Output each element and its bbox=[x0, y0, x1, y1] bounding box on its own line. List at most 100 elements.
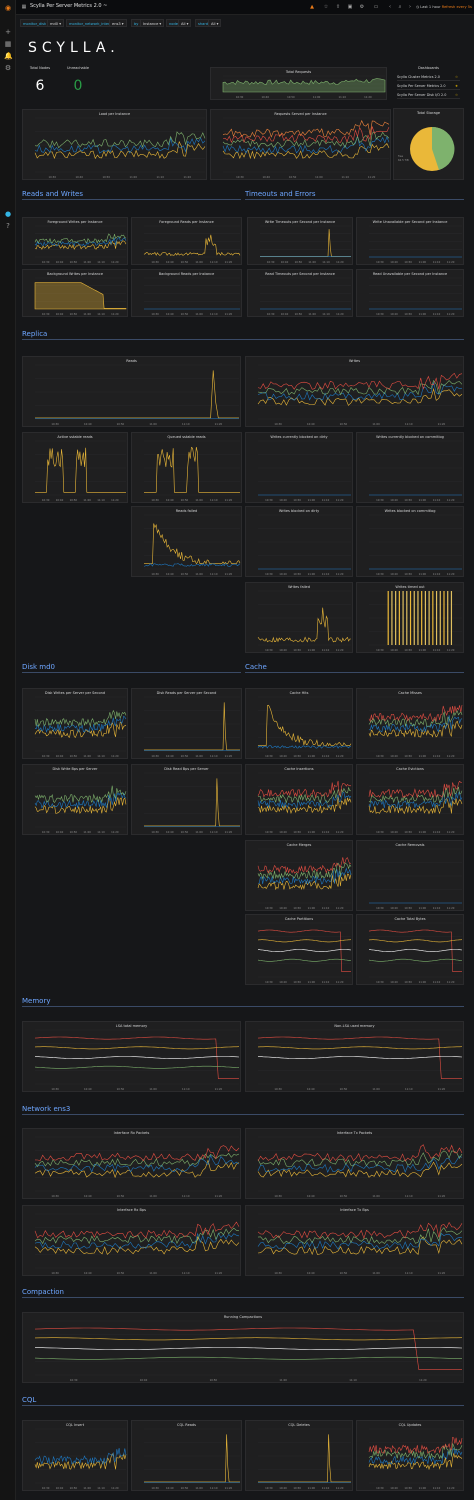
var-select-shard[interactable]: All ▾ bbox=[208, 19, 222, 27]
panel-cache-evictions[interactable]: Cache Evictions 10:30 10:40 10:50 11:00 11:10… bbox=[356, 764, 464, 835]
panel-title[interactable]: Write Timeouts per Second per Instance bbox=[264, 220, 336, 224]
panel-cache-total-bytes[interactable]: Cache Total Bytes 10:30 10:40 10:50 11:00 11:… bbox=[356, 914, 464, 985]
panel-reads-failed[interactable]: Reads failed 10:30 10:40 10:50 11:00 11:10 11:… bbox=[131, 506, 242, 577]
section-replica[interactable]: Replica bbox=[22, 330, 464, 340]
panel-title[interactable]: Active sstable reads bbox=[57, 435, 93, 439]
panel-tx-packets[interactable]: Interface Tx Packets 10:30 10:40 10:50 11:00… bbox=[245, 1128, 464, 1199]
section-timeouts[interactable]: Timeouts and Errors bbox=[245, 190, 464, 200]
panel-cache-merges[interactable]: Cache Merges 10:30 10:40 10:50 11:00 11:10 11:… bbox=[245, 840, 353, 911]
zoom-forward-icon[interactable]: › bbox=[409, 4, 411, 10]
panel-writes-blocked-on-commitlog[interactable]: Writes blocked on commitlog 10:30 10:40 10:… bbox=[356, 506, 464, 577]
panel-title[interactable]: Foreground Writes per Instance bbox=[47, 220, 103, 224]
panel-title[interactable]: Reads bbox=[126, 359, 137, 363]
panel-reads[interactable]: Reads 10:30 10:40 10:50 11:00 11:10 11:20 bbox=[22, 356, 241, 427]
var-select-monitor-network[interactable]: ens3 ▾ bbox=[109, 19, 127, 27]
panel-requests-served[interactable]: Requests Served per Instance 10:30 10:40 10… bbox=[210, 109, 391, 180]
share-icon[interactable]: ⇪ bbox=[335, 4, 341, 10]
panel-load[interactable]: Load per Instance 10:30 10:40 10:50 11:00 11:… bbox=[22, 109, 207, 180]
panel-title[interactable]: Disk Reads per Server per Second bbox=[156, 691, 217, 695]
panel-title[interactable]: Cache Partitions bbox=[284, 917, 314, 921]
avatar-icon[interactable]: ● bbox=[4, 210, 12, 218]
panel-total-requests[interactable]: Total Requests 10:30 10:40 10:50 11:00 11:10 1… bbox=[210, 67, 387, 100]
panel-title[interactable]: Writes bbox=[348, 359, 361, 363]
panel-title[interactable]: CQL Deletes bbox=[288, 1423, 310, 1427]
panel-rx-bps[interactable]: Interface Rx Bps 10:30 10:40 10:50 11:00 11:1… bbox=[22, 1205, 241, 1276]
panel-writes-blocked-commitlog[interactable]: Writes currently blocked on commitlog 10:… bbox=[356, 432, 464, 503]
panel-disk-reads[interactable]: Disk Reads per Server per Second 10:30 10:… bbox=[131, 688, 242, 759]
panel-title[interactable]: Interface Rx Bps bbox=[117, 1208, 146, 1212]
panel-title[interactable]: Writes currently blocked on commitlog bbox=[376, 435, 444, 439]
panel-cql-deletes[interactable]: CQL Deletes 10:30 10:40 10:50 11:00 11:10 11:2… bbox=[245, 1420, 353, 1491]
panel-disk-read-bps[interactable]: Disk Read Bps per Server 10:30 10:40 10:50 1… bbox=[131, 764, 242, 835]
dashboards-icon[interactable]: ▦ bbox=[4, 40, 12, 48]
panel-writes-failed[interactable]: Writes failed 10:30 10:40 10:50 11:00 11:10 11… bbox=[245, 582, 353, 653]
panel-rx-packets[interactable]: Interface Rx Packets 10:30 10:40 10:50 11:00… bbox=[22, 1128, 241, 1199]
panel-title[interactable]: Cache Merges bbox=[286, 843, 312, 847]
panel-title[interactable]: Read Unavailable per Second per Instance bbox=[372, 272, 448, 276]
panel-title[interactable]: CQL Updates bbox=[398, 1423, 422, 1427]
panel-disk-writes[interactable]: Disk Writes per Server per Second 10:30 10… bbox=[22, 688, 128, 759]
panel-write-unavailable[interactable]: Write Unavailable per Second per Instanc… bbox=[356, 217, 464, 265]
panel-title[interactable]: Reads failed bbox=[175, 509, 198, 513]
panel-cache-hits[interactable]: Cache Hits 10:30 10:40 10:50 11:00 11:10 11:20 bbox=[245, 688, 353, 759]
help-icon[interactable]: ? bbox=[6, 222, 10, 230]
panel-title[interactable]: LSA total memory bbox=[115, 1024, 148, 1028]
panel-queued-sstable-reads[interactable]: Queued sstable reads 10:30 10:40 10:50 11:00… bbox=[131, 432, 242, 503]
panel-title[interactable]: Disk Write Bps per Server bbox=[52, 767, 98, 771]
panel-title[interactable]: Non-LSA used memory bbox=[334, 1024, 375, 1028]
panel-read-timeouts[interactable]: Read Timeouts per Second per Instance 10:… bbox=[247, 269, 353, 317]
panel-title[interactable]: Background Reads per Instance bbox=[158, 272, 215, 276]
panel-title[interactable]: Requests Served per Instance bbox=[274, 112, 327, 116]
panel-cql-insert[interactable]: CQL Insert 10:30 10:40 10:50 11:00 11:10 11:20 bbox=[22, 1420, 128, 1491]
var-select-monitor-disk[interactable]: md0 ▾ bbox=[47, 19, 65, 27]
section-network[interactable]: Network ens3 bbox=[22, 1105, 464, 1115]
section-cache[interactable]: Cache bbox=[245, 663, 464, 673]
panel-writes-blocked-on-dirty[interactable]: Writes blocked on dirty 10:30 10:40 10:50 11… bbox=[245, 506, 353, 577]
section-memory[interactable]: Memory bbox=[22, 997, 464, 1007]
dashboard-title[interactable]: Scylla Per Server Metrics 2.0 ~ bbox=[30, 3, 108, 9]
panel-title[interactable]: Foreground Reads per Instance bbox=[159, 220, 214, 224]
grafana-icon[interactable]: ◉ bbox=[4, 4, 12, 12]
panel-tx-bps[interactable]: Interface Tx Bps 10:30 10:40 10:50 11:00 11:1… bbox=[245, 1205, 464, 1276]
panel-fg-writes[interactable]: Foreground Writes per Instance 10:30 10:40… bbox=[22, 217, 128, 265]
star-icon[interactable]: ☆ bbox=[454, 93, 458, 97]
panel-title[interactable]: Write Unavailable per Second per Instanc… bbox=[372, 220, 448, 224]
section-disk[interactable]: Disk md0 bbox=[22, 663, 241, 673]
panel-read-unavailable[interactable]: Read Unavailable per Second per Instance… bbox=[356, 269, 464, 317]
panel-title[interactable]: Running Compactions bbox=[223, 1315, 263, 1319]
section-cql[interactable]: CQL bbox=[22, 1396, 464, 1406]
dashboard-link[interactable]: Scylla Per Server Disk I/O 2.0 ☆ bbox=[397, 91, 460, 99]
time-picker[interactable]: ◷ Last 1 hour Refresh every 5s bbox=[416, 5, 472, 9]
panel-cache-removals[interactable]: Cache Removals 10:30 10:40 10:50 11:00 11:10 1… bbox=[356, 840, 464, 911]
panel-title[interactable]: Load per Instance bbox=[98, 112, 131, 116]
panel-writes-timed-out[interactable]: Writes timed out 10:30 10:40 10:50 11:00 11:1… bbox=[356, 582, 464, 653]
panel-lsa-total-memory[interactable]: LSA total memory 10:30 10:40 10:50 11:00 11:1… bbox=[22, 1021, 241, 1092]
star-icon[interactable]: ★ bbox=[454, 84, 458, 88]
section-reads-writes[interactable]: Reads and Writes bbox=[22, 190, 241, 200]
panel-write-timeouts[interactable]: Write Timeouts per Second per Instance 10… bbox=[247, 217, 353, 265]
panel-title[interactable]: Queued sstable reads bbox=[167, 435, 206, 439]
panel-disk-write-bps[interactable]: Disk Write Bps per Server 10:30 10:40 10:50… bbox=[22, 764, 128, 835]
panel-title[interactable]: Cache Evictions bbox=[396, 767, 424, 771]
panel-cql-updates[interactable]: CQL Updates 10:30 10:40 10:50 11:00 11:10 11:2… bbox=[356, 1420, 464, 1491]
panel-title[interactable]: Disk Writes per Server per Second bbox=[44, 691, 106, 695]
dashboard-link[interactable]: Scylla Cluster Metrics 2.0 ☆ bbox=[397, 73, 460, 81]
panel-title[interactable]: Read Timeouts per Second per Instance bbox=[265, 272, 335, 276]
settings-icon[interactable]: ⚙ bbox=[359, 4, 365, 10]
panel-title[interactable]: Cache Insertions bbox=[284, 767, 314, 771]
panel-bg-reads[interactable]: Background Reads per Instance 10:30 10:40 1… bbox=[131, 269, 242, 317]
add-panel-icon[interactable]: ▲ bbox=[310, 4, 314, 10]
panel-cache-partitions[interactable]: Cache Partitions 10:30 10:40 10:50 11:00 11:1… bbox=[245, 914, 353, 985]
tv-icon[interactable]: ▭ bbox=[373, 4, 379, 10]
panel-active-sstable-reads[interactable]: Active sstable reads 10:30 10:40 10:50 11:00… bbox=[22, 432, 128, 503]
zoom-back-icon[interactable]: ‹ bbox=[389, 4, 391, 10]
panel-running-compactions[interactable]: Running Compactions 10:30 10:40 10:50 11:00 1… bbox=[22, 1312, 464, 1383]
panel-title[interactable]: CQL Reads bbox=[177, 1423, 196, 1427]
var-select-by[interactable]: Instance ▾ bbox=[140, 19, 165, 27]
panel-writes-blocked-dirty[interactable]: Writes currently blocked on dirty 10:30 10… bbox=[245, 432, 353, 503]
panel-cache-misses[interactable]: Cache Misses 10:30 10:40 10:50 11:00 11:10 11:… bbox=[356, 688, 464, 759]
var-select-node[interactable]: All ▾ bbox=[178, 19, 192, 27]
panel-writes[interactable]: Writes 10:30 10:40 10:50 11:00 11:10 11:20 bbox=[245, 356, 464, 427]
panel-cql-reads[interactable]: CQL Reads 10:30 10:40 10:50 11:00 11:10 11:20 bbox=[131, 1420, 242, 1491]
panel-title[interactable]: Writes currently blocked on dirty bbox=[270, 435, 328, 439]
